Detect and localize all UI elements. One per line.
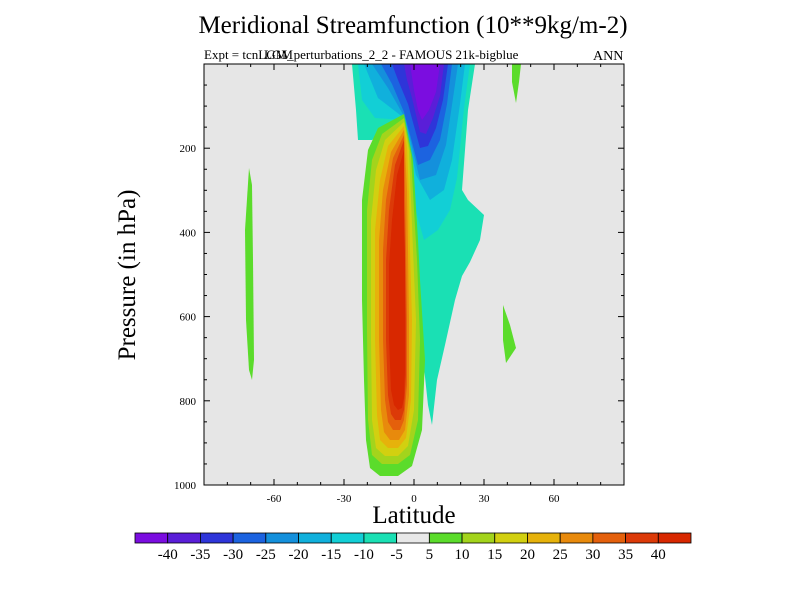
contour-fields <box>245 64 521 476</box>
x-axis-label: Latitude <box>372 502 456 529</box>
colorbar-swatch <box>559 532 594 544</box>
y-tick-label: 600 <box>180 312 197 324</box>
colorbar-swatch <box>232 532 267 544</box>
colorbar-swatch <box>298 532 332 544</box>
colorbar-label: 25 <box>553 547 568 563</box>
northern-hadley-cell <box>352 64 484 425</box>
colorbar-label: -15 <box>321 547 341 563</box>
colorbar-label: -10 <box>354 547 374 563</box>
colorbar-label: -20 <box>289 547 309 563</box>
chart-title: Meridional Streamfunction (10**9kg/m-2) <box>198 12 628 39</box>
colorbar-label: 35 <box>618 547 633 563</box>
colorbar-swatch <box>592 532 626 544</box>
northern-ferrel-cell <box>503 305 516 363</box>
colorbar-swatch <box>363 532 398 544</box>
colorbar-swatch <box>265 532 299 544</box>
axes: -60 -30 0 30 60 200 400 600 800 1000 <box>174 64 625 505</box>
colorbar-swatch <box>396 532 430 544</box>
chart-subtitle: Expt = tcnLGM_perturbations_2_2 - FAMOUS… <box>204 47 519 62</box>
colorbar-swatch <box>527 532 561 544</box>
x-tick-label: 60 <box>549 493 561 505</box>
colorbar-label: 10 <box>455 547 470 563</box>
season-label: ANN <box>593 49 624 64</box>
colorbar-label: -30 <box>223 547 243 563</box>
colorbar-swatch <box>625 532 659 544</box>
northern-upper-positive-patch <box>512 64 521 103</box>
colorbar-swatch <box>461 532 496 544</box>
x-tick-label: -30 <box>337 493 352 505</box>
y-tick-label: 400 <box>180 227 197 239</box>
x-tick-label: -60 <box>267 493 282 505</box>
southern-ferrel-cell <box>245 168 254 380</box>
colorbar-label: 15 <box>487 547 502 563</box>
colorbar-label: -35 <box>190 547 210 563</box>
overlay-label: LGM <box>264 47 293 62</box>
colorbar-swatch <box>134 532 169 544</box>
colorbar-swatch <box>330 532 365 544</box>
colorbar-swatch <box>657 532 692 544</box>
colorbar-label: 30 <box>585 547 600 563</box>
colorbar: -40 -35 -30 -25 -20 -15 -10 -5 5 10 15 20 25 30 35 40 <box>134 532 692 563</box>
colorbar-label: 40 <box>651 547 666 563</box>
y-tick-label: 800 <box>180 396 197 408</box>
x-tick-label: 0 <box>411 493 417 505</box>
y-tick-label: 1000 <box>174 480 197 492</box>
colorbar-label: 20 <box>520 547 535 563</box>
y-tick-label: 200 <box>180 143 197 155</box>
colorbar-swatch <box>167 532 201 544</box>
colorbar-swatch <box>428 532 463 544</box>
colorbar-label: -25 <box>256 547 276 563</box>
colorbar-swatch <box>200 532 234 544</box>
colorbar-label: -40 <box>158 547 178 563</box>
x-tick-label: 30 <box>479 493 491 505</box>
colorbar-swatch <box>494 532 528 544</box>
colorbar-label: -5 <box>390 547 403 563</box>
southern-hadley-cell <box>362 114 425 476</box>
colorbar-label: 5 <box>426 547 434 563</box>
